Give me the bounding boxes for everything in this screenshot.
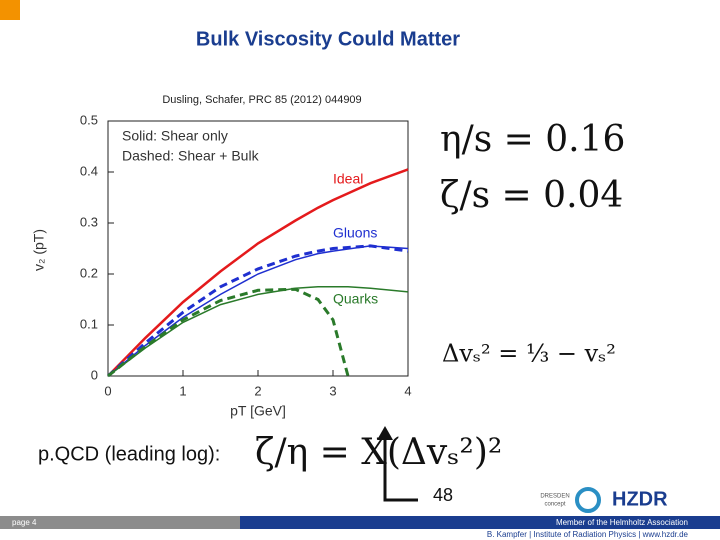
logo-text: DRESDEN [540, 494, 569, 500]
page-number: page 4 [12, 518, 37, 527]
footer-text: B. Kampfer | Institute of Radiation Phys… [487, 530, 689, 539]
annotation: Solid: Shear only [122, 128, 228, 144]
y-tick-label: 0.1 [80, 316, 98, 331]
citation: Dusling, Schafer, PRC 85 (2012) 044909 [162, 94, 361, 106]
series-label: Ideal [333, 171, 363, 187]
y-axis-label: v₂ (pT) [31, 229, 47, 271]
footer-text: Member of the Helmholtz Association [556, 518, 688, 527]
y-tick-label: 0 [91, 367, 98, 382]
series-label: Quarks [333, 291, 378, 307]
series-line [107, 168, 409, 377]
formula: Δvₛ² = ⅓ − vₛ² [442, 340, 616, 368]
series-line [107, 245, 409, 377]
formula: η/s = 0.16 [440, 119, 625, 160]
series-line [107, 287, 350, 378]
corner-mark [0, 0, 20, 20]
logo-ring [575, 487, 601, 513]
arrow-head [377, 426, 393, 440]
x-tick-label: 2 [254, 383, 261, 398]
arrow [383, 432, 418, 502]
x-tick-label: 0 [104, 383, 111, 398]
footer-bar [0, 516, 240, 529]
y-tick-label: 0.2 [80, 265, 98, 280]
x-axis-label: pT [GeV] [230, 403, 286, 419]
number: 48 [433, 485, 453, 505]
slide-title: Bulk Viscosity Could Matter [196, 28, 460, 50]
annotation: Dashed: Shear + Bulk [122, 148, 260, 164]
formula: ζ/s = 0.04 [440, 175, 623, 216]
series-label: Gluons [333, 225, 377, 241]
y-tick-label: 0.3 [80, 214, 98, 229]
footer-bar [240, 516, 720, 529]
y-tick-label: 0.4 [80, 163, 98, 178]
logo: HZDR [612, 488, 668, 510]
y-tick-label: 0.5 [80, 112, 98, 127]
pqcd-label: p.QCD (leading log): [38, 443, 220, 465]
x-tick-label: 3 [329, 383, 336, 398]
series-line [107, 244, 409, 378]
logo-text: concept [544, 502, 565, 508]
x-tick-label: 4 [404, 383, 411, 398]
x-tick-label: 1 [179, 383, 186, 398]
